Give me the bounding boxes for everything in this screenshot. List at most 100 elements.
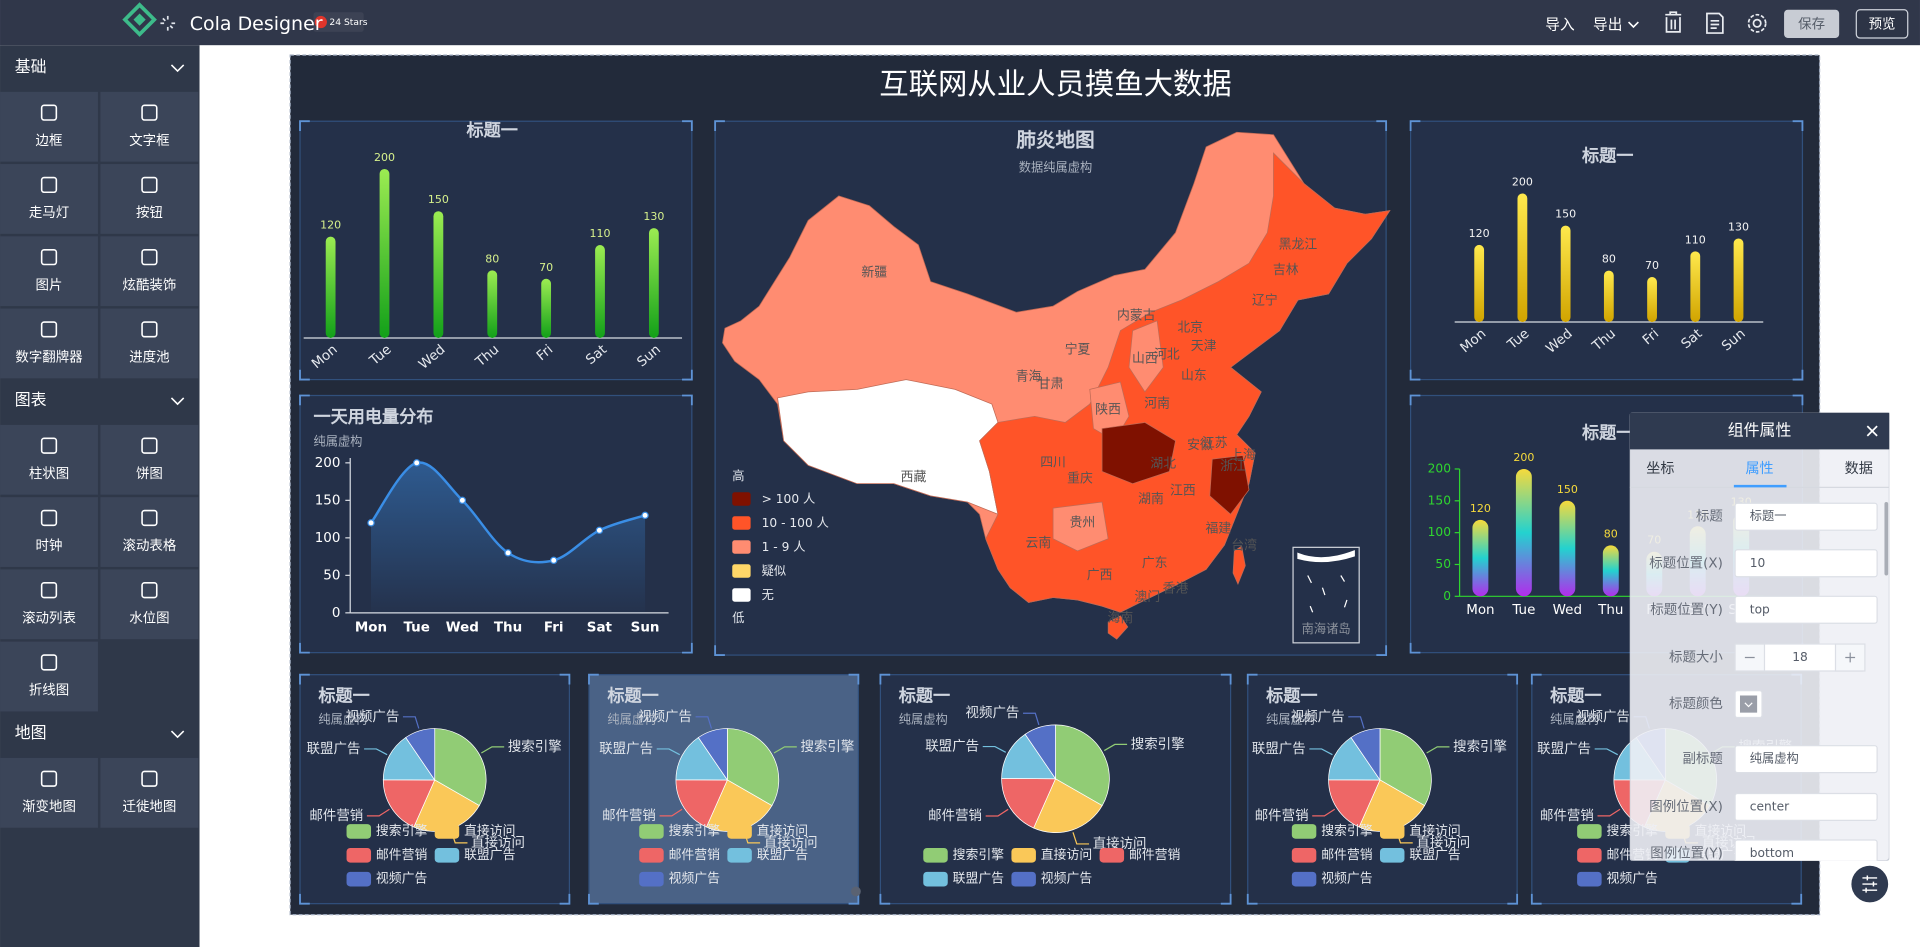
legend-swatch[interactable] — [1011, 847, 1036, 863]
legend-swatch[interactable] — [639, 824, 664, 839]
legend-swatch[interactable] — [1577, 824, 1602, 839]
legend-label[interactable]: 视频广告 — [1607, 872, 1659, 887]
legend-swatch[interactable] — [1379, 824, 1405, 839]
component-tile[interactable] — [0, 569, 98, 640]
legend-swatch[interactable] — [732, 564, 751, 578]
component-label[interactable]: 按钮 — [136, 205, 163, 221]
legend-label[interactable]: 直接访问 — [464, 823, 515, 839]
component-tile[interactable] — [0, 757, 98, 828]
component-label[interactable]: 折线图 — [29, 683, 69, 699]
component-tile[interactable] — [0, 424, 98, 495]
legend-label[interactable]: > 100 人 — [762, 492, 816, 506]
legend-swatch[interactable] — [732, 516, 751, 530]
legend-label[interactable]: 视频广告 — [669, 872, 721, 887]
legend-swatch[interactable] — [639, 871, 664, 887]
legend-swatch[interactable] — [346, 824, 372, 839]
resize-handle[interactable] — [851, 886, 861, 897]
legend-swatch[interactable] — [434, 847, 460, 863]
legend-swatch[interactable] — [1291, 847, 1317, 863]
legend-label[interactable]: 10 - 100 人 — [762, 516, 829, 530]
legend-label[interactable]: 搜索引擎 — [669, 824, 721, 839]
legend-swatch[interactable] — [1099, 847, 1125, 863]
legend-label[interactable]: 邮件营销 — [1321, 848, 1373, 863]
legend-label[interactable]: 直接访问 — [757, 823, 808, 839]
component-tile[interactable] — [0, 497, 98, 567]
legend-swatch[interactable] — [732, 588, 751, 602]
text-input[interactable] — [1734, 595, 1878, 624]
component-label[interactable]: 水位图 — [129, 610, 169, 626]
legend-swatch[interactable] — [1577, 847, 1602, 863]
preview-button[interactable] — [1855, 9, 1909, 39]
legend-swatch[interactable] — [1291, 871, 1317, 887]
panel-close[interactable] — [1866, 425, 1878, 437]
section-title[interactable]: 图表 — [15, 390, 47, 409]
legend-label[interactable]: 直接访问 — [1041, 847, 1092, 863]
widget-frame[interactable] — [299, 120, 693, 381]
section-title[interactable]: 地图 — [15, 723, 47, 742]
text-input[interactable] — [1734, 502, 1878, 531]
component-label[interactable]: 饼图 — [136, 466, 163, 482]
component-label[interactable]: 炫酷装饰 — [122, 277, 176, 293]
legend-label[interactable]: 视频广告 — [376, 872, 428, 887]
legend-label[interactable]: 联盟广告 — [953, 872, 1005, 887]
component-tile[interactable] — [0, 641, 98, 712]
component-tile[interactable] — [100, 308, 199, 379]
text-input[interactable] — [1734, 792, 1878, 822]
legend-swatch[interactable] — [434, 824, 460, 839]
legend-label[interactable]: 疑似 — [762, 563, 786, 578]
save-label[interactable]: 保存 — [1798, 16, 1825, 32]
component-tile[interactable] — [0, 236, 98, 307]
legend-label[interactable]: 无 — [762, 588, 774, 602]
component-label[interactable]: 边框 — [36, 133, 63, 149]
legend-swatch[interactable] — [727, 824, 752, 839]
legend-swatch[interactable] — [727, 847, 752, 863]
legend-swatch[interactable] — [923, 847, 948, 863]
component-label[interactable]: 渐变地图 — [22, 799, 76, 815]
legend-swatch[interactable] — [1011, 871, 1036, 887]
preview-label[interactable]: 预览 — [1869, 16, 1896, 32]
legend-label[interactable]: 联盟广告 — [1409, 848, 1461, 863]
legend-label[interactable]: 联盟广告 — [464, 848, 516, 863]
panel-tab[interactable]: 属性 — [1745, 461, 1773, 477]
section-title[interactable]: 基础 — [15, 57, 47, 76]
legend-label[interactable]: 搜索引擎 — [376, 824, 428, 839]
legend-swatch[interactable] — [1291, 824, 1317, 839]
component-tile[interactable] — [100, 497, 199, 567]
legend-label[interactable]: 视频广告 — [1041, 872, 1093, 887]
export-button[interactable]: 导出 — [1593, 17, 1622, 34]
component-tile[interactable] — [100, 569, 199, 640]
component-label[interactable]: 滚动列表 — [22, 609, 76, 626]
legend-label[interactable]: 搜索引擎 — [953, 848, 1005, 863]
component-label[interactable]: 图片 — [36, 277, 63, 293]
component-label[interactable]: 柱状图 — [29, 466, 69, 482]
text-input[interactable] — [1734, 549, 1878, 578]
component-label[interactable]: 时钟 — [36, 537, 63, 554]
component-label[interactable]: 走马灯 — [29, 205, 69, 221]
legend-label[interactable]: 联盟广告 — [757, 848, 809, 863]
component-tile[interactable] — [100, 236, 199, 307]
component-label[interactable]: 滚动表格 — [122, 537, 176, 554]
save-button[interactable] — [1784, 9, 1840, 38]
legend-swatch[interactable] — [732, 492, 751, 506]
legend-label[interactable]: 邮件营销 — [669, 848, 721, 863]
component-tile[interactable] — [0, 308, 98, 379]
panel-tab[interactable]: 数据 — [1845, 461, 1873, 477]
legend-swatch[interactable] — [732, 540, 751, 554]
text-input[interactable] — [1734, 839, 1878, 867]
legend-swatch[interactable] — [1577, 871, 1602, 887]
component-label[interactable]: 迁徙地图 — [122, 799, 176, 815]
toolbar-icons[interactable] — [1665, 11, 1767, 34]
component-tile[interactable] — [100, 164, 199, 234]
legend-swatch[interactable] — [1379, 847, 1405, 863]
legend-label[interactable]: 邮件营销 — [1129, 848, 1181, 863]
legend-label[interactable]: 邮件营销 — [376, 848, 428, 863]
component-tile[interactable] — [100, 424, 199, 495]
component-tile[interactable] — [0, 164, 98, 234]
component-label[interactable]: 文字框 — [129, 133, 169, 149]
legend-label[interactable]: 1 - 9 人 — [762, 540, 806, 554]
component-tile[interactable] — [100, 91, 199, 162]
component-label[interactable]: 进度池 — [129, 350, 169, 366]
legend-label[interactable]: 视频广告 — [1321, 872, 1373, 887]
import-button[interactable]: 导入 — [1545, 17, 1575, 34]
